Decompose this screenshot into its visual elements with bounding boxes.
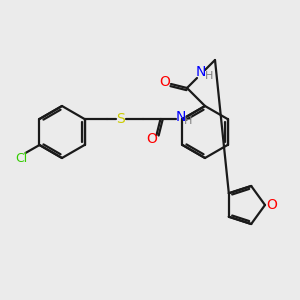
Text: H: H	[205, 71, 213, 81]
Text: N: N	[196, 65, 206, 79]
Text: S: S	[116, 112, 125, 126]
Text: N: N	[175, 110, 186, 124]
Text: O: O	[267, 198, 278, 212]
Text: H: H	[184, 116, 193, 126]
Text: O: O	[146, 132, 157, 146]
Text: O: O	[160, 75, 170, 89]
Text: Cl: Cl	[15, 152, 28, 164]
